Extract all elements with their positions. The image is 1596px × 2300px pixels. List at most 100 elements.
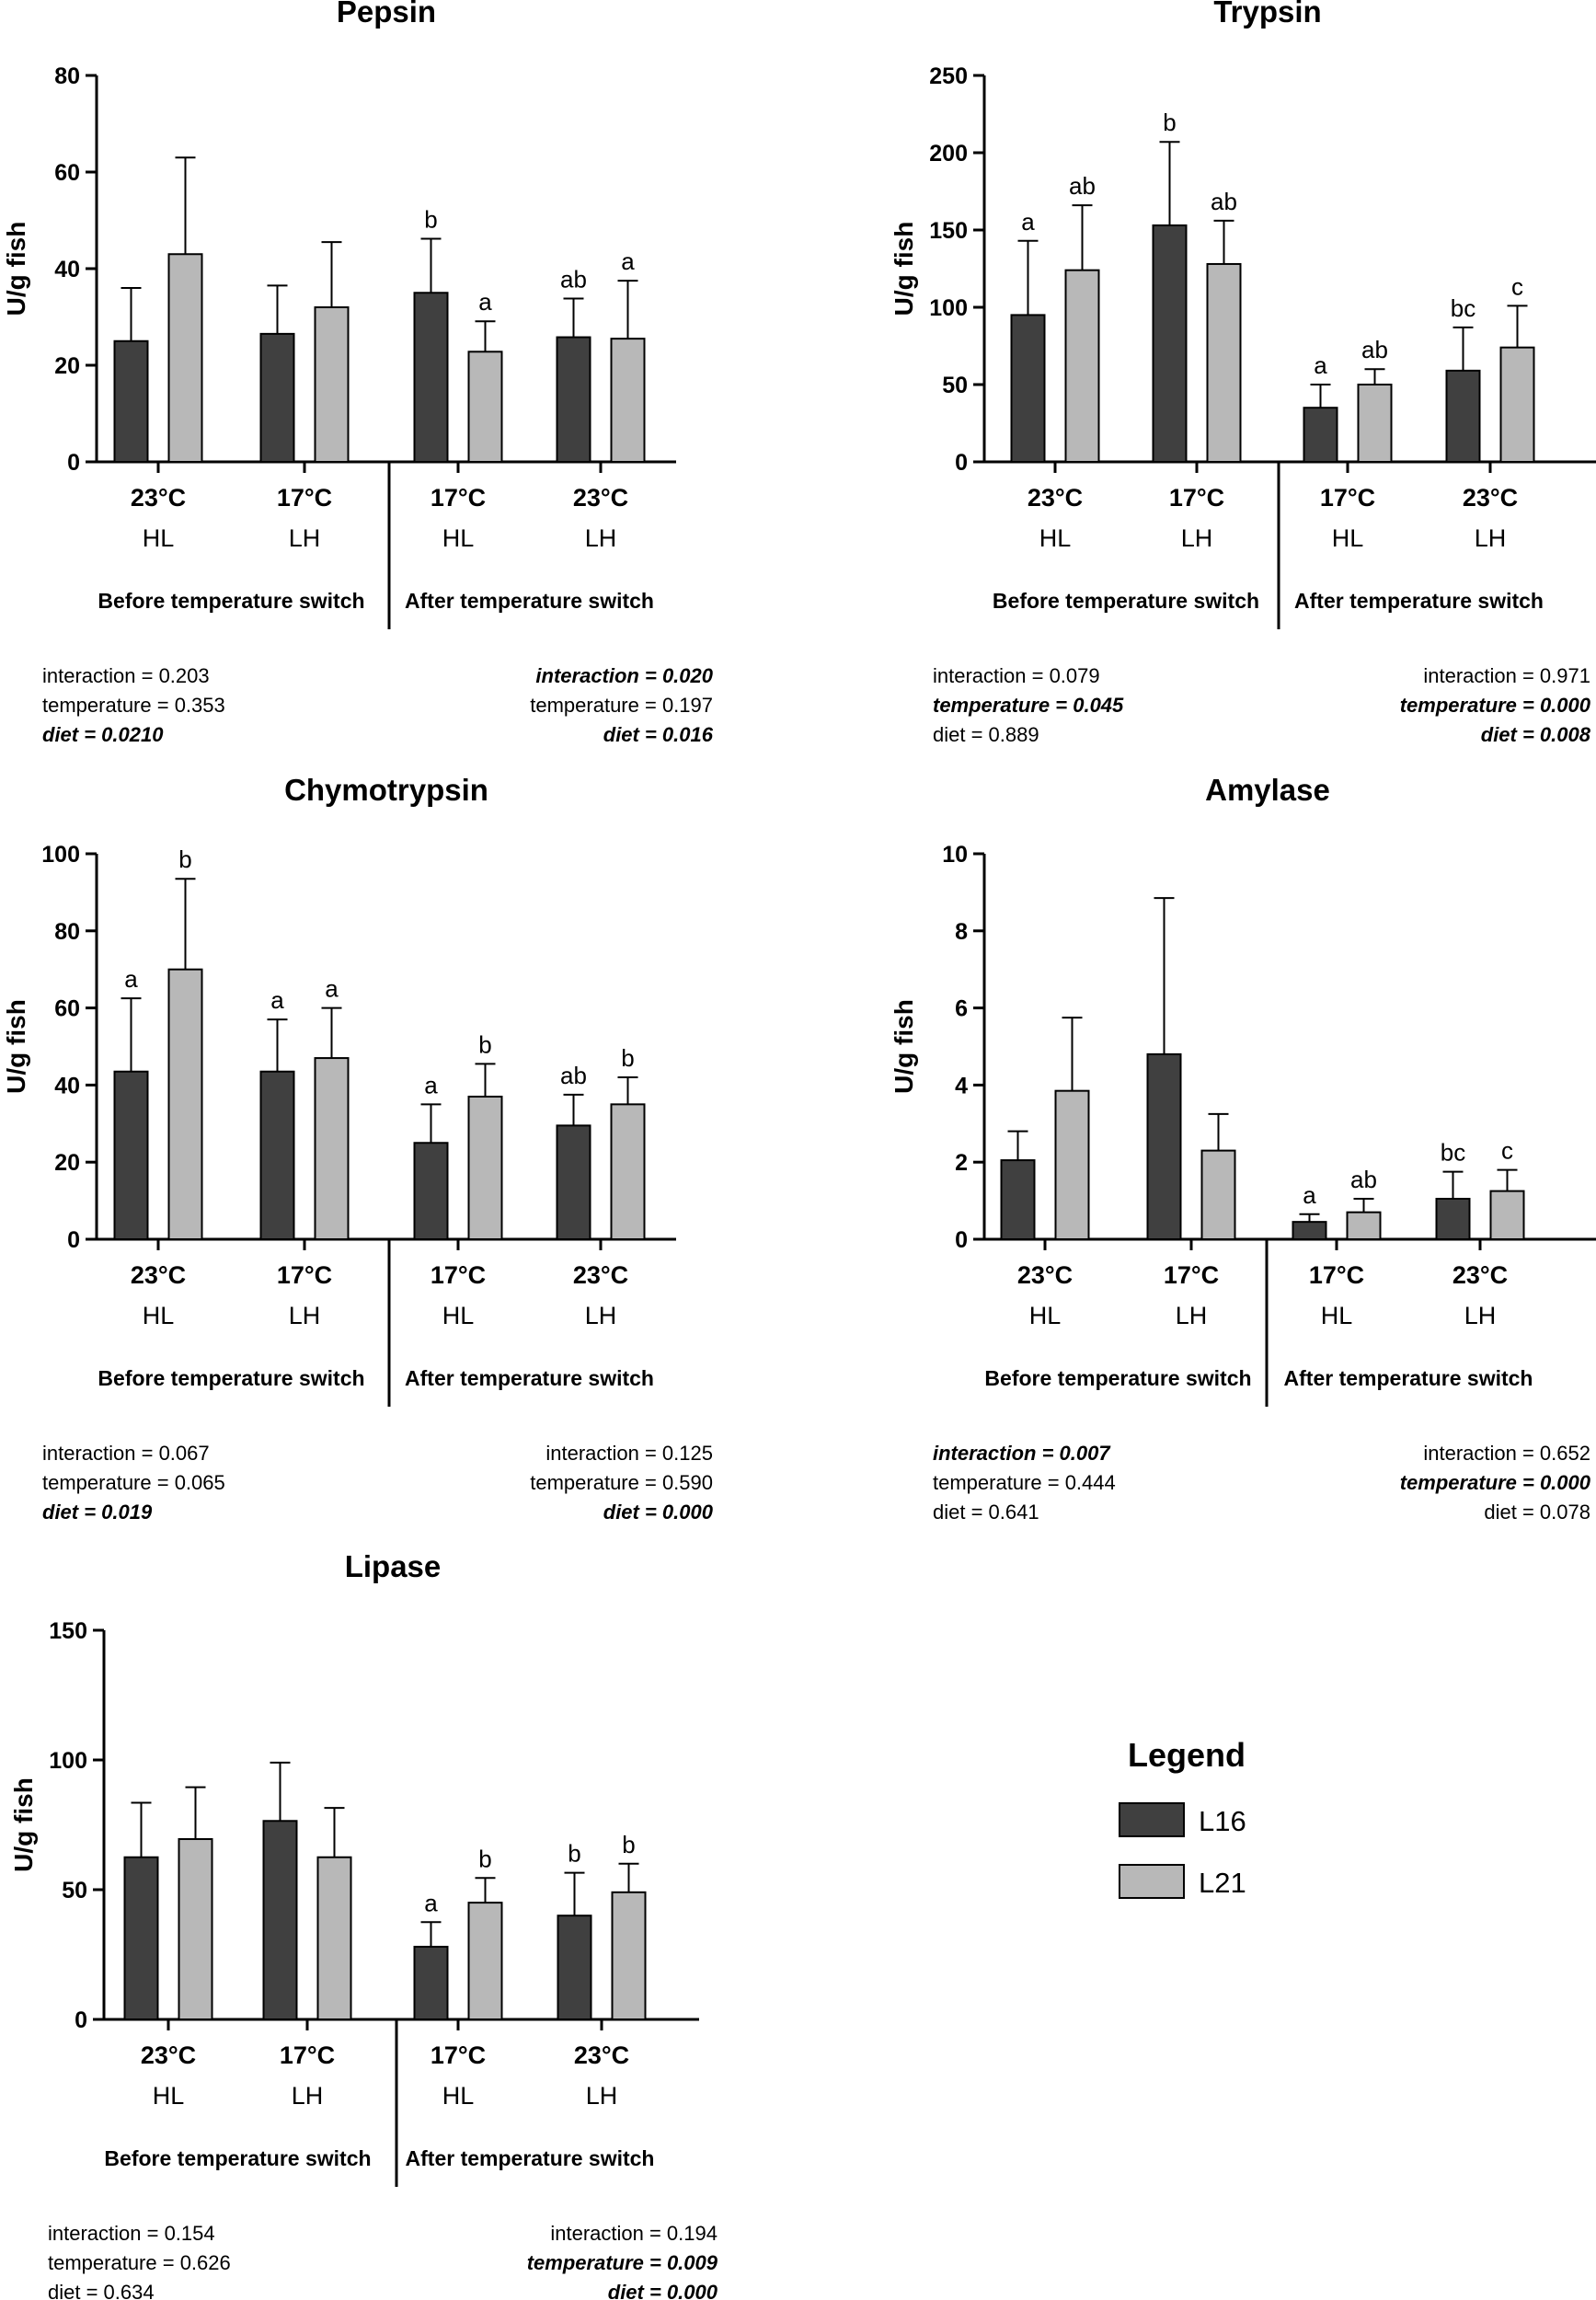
y-tick-label: 100 <box>49 1748 87 1774</box>
y-tick-label: 100 <box>41 842 80 868</box>
phase-label-after: After temperature switch <box>1284 1366 1533 1390</box>
y-tick-label: 250 <box>929 63 968 89</box>
phase-label-before: Before temperature switch <box>104 2146 371 2170</box>
stat-left: diet = 0.889 <box>933 723 1039 746</box>
bar-l16 <box>262 1820 298 2021</box>
bar-l21 <box>316 1856 352 2020</box>
group-diet-label: HL <box>1332 524 1364 552</box>
y-tick-label: 80 <box>54 63 80 89</box>
significance-letter: a <box>270 986 284 1014</box>
bar-l16 <box>113 1070 149 1240</box>
significance-letter: b <box>568 1840 580 1868</box>
legend-title: Legend <box>1128 1736 1246 1774</box>
stat-right: diet = 0.016 <box>603 723 714 746</box>
phase-label-before: Before temperature switch <box>98 1366 364 1390</box>
bar-l16 <box>259 1070 295 1240</box>
group-temp-label: 23°C <box>574 2041 629 2069</box>
group-temp-label: 23°C <box>1463 484 1518 512</box>
stat-right: interaction = 0.020 <box>535 664 713 687</box>
y-tick-label: 50 <box>942 373 968 398</box>
panel-lipase: Lipase U/g fish 0 50 100 150 23°C HL 17°C LH 17°C H… <box>9 1549 718 2300</box>
bar-l16 <box>413 1946 449 2021</box>
y-tick-label: 0 <box>955 450 968 476</box>
phase-label-after: After temperature switch <box>405 589 654 613</box>
group-temp-label: 17°C <box>277 1261 332 1289</box>
significance-letter: b <box>178 845 191 873</box>
group-diet-label: HL <box>1321 1302 1353 1329</box>
significance-letter: a <box>424 1889 438 1916</box>
group-diet-label: LH <box>1181 524 1213 552</box>
group-temp-label: 17°C <box>431 484 486 512</box>
y-axis-label: U/g fish <box>890 222 918 316</box>
stat-right: diet = 0.078 <box>1484 1501 1590 1524</box>
significance-letter: a <box>424 1071 438 1098</box>
bar-l21 <box>611 1891 647 2021</box>
bar-l16 <box>259 332 295 463</box>
stat-left: diet = 0.019 <box>42 1501 153 1524</box>
significance-letter: b <box>478 1030 491 1058</box>
bar-l21 <box>1489 1190 1525 1240</box>
group-temp-label: 17°C <box>277 484 332 512</box>
stat-left: interaction = 0.067 <box>42 1442 210 1465</box>
phase-label-after: After temperature switch <box>405 1366 654 1390</box>
group-diet-label: HL <box>153 2082 185 2110</box>
significance-letter: bc <box>1441 1139 1465 1167</box>
bar-l21 <box>610 1103 646 1240</box>
group-diet-label: HL <box>442 524 475 552</box>
group-temp-label: 23°C <box>1017 1261 1073 1289</box>
bar-l21 <box>467 1902 503 2021</box>
y-tick-label: 60 <box>54 160 80 186</box>
significance-letter: a <box>478 288 492 316</box>
chart-title: Lipase <box>345 1549 442 1583</box>
y-tick-label: 40 <box>54 1073 80 1098</box>
bar-l21 <box>314 1057 350 1240</box>
phase-label-before: Before temperature switch <box>993 589 1259 613</box>
significance-letter: b <box>622 1831 635 1858</box>
y-tick-label: 50 <box>62 1878 87 1903</box>
significance-letter: ab <box>1069 172 1096 200</box>
significance-letter: a <box>124 965 138 993</box>
legend: Legend L16 L21 <box>1119 1736 1246 1899</box>
y-tick-label: 150 <box>929 218 968 244</box>
bar-l16 <box>113 339 149 463</box>
group-diet-label: HL <box>1039 524 1072 552</box>
significance-letter: b <box>424 205 437 233</box>
bar-l16 <box>1435 1198 1471 1241</box>
stat-left: diet = 0.0210 <box>42 723 164 746</box>
group-temp-label: 17°C <box>431 1261 486 1289</box>
legend-label-l21: L21 <box>1199 1867 1246 1899</box>
stat-left: interaction = 0.007 <box>933 1442 1111 1465</box>
stat-right: interaction = 0.971 <box>1423 664 1590 687</box>
bar-l21 <box>610 338 646 463</box>
significance-letter: b <box>621 1044 634 1072</box>
y-tick-label: 10 <box>942 842 968 868</box>
y-tick-label: 0 <box>955 1227 968 1253</box>
bar-l21 <box>1499 346 1535 463</box>
chart-title: Trypsin <box>1213 0 1321 29</box>
bar-l21 <box>1206 262 1242 463</box>
group-diet-label: HL <box>1029 1302 1062 1329</box>
bar-l16 <box>1146 1052 1182 1240</box>
stat-left: diet = 0.641 <box>933 1501 1039 1524</box>
stat-right: diet = 0.000 <box>608 2281 718 2300</box>
group-temp-label: 23°C <box>573 484 628 512</box>
bar-l21 <box>1200 1149 1236 1241</box>
stat-right: interaction = 0.194 <box>550 2222 718 2245</box>
group-diet-label: LH <box>585 524 617 552</box>
stat-left: interaction = 0.079 <box>933 664 1100 687</box>
bar-l21 <box>314 306 350 463</box>
stat-right: temperature = 0.009 <box>527 2251 718 2274</box>
y-tick-label: 0 <box>67 450 80 476</box>
stat-right: interaction = 0.125 <box>545 1442 713 1465</box>
y-axis-label: U/g fish <box>2 999 30 1094</box>
significance-letter: ab <box>1350 1166 1377 1193</box>
bar-l21 <box>1054 1089 1090 1241</box>
stat-left: temperature = 0.444 <box>933 1471 1116 1494</box>
group-temp-label: 17°C <box>1320 484 1375 512</box>
significance-letter: a <box>1303 1181 1316 1209</box>
bar-l21 <box>178 1838 213 2021</box>
group-diet-label: LH <box>1475 524 1507 552</box>
bar-l16 <box>1152 224 1188 464</box>
